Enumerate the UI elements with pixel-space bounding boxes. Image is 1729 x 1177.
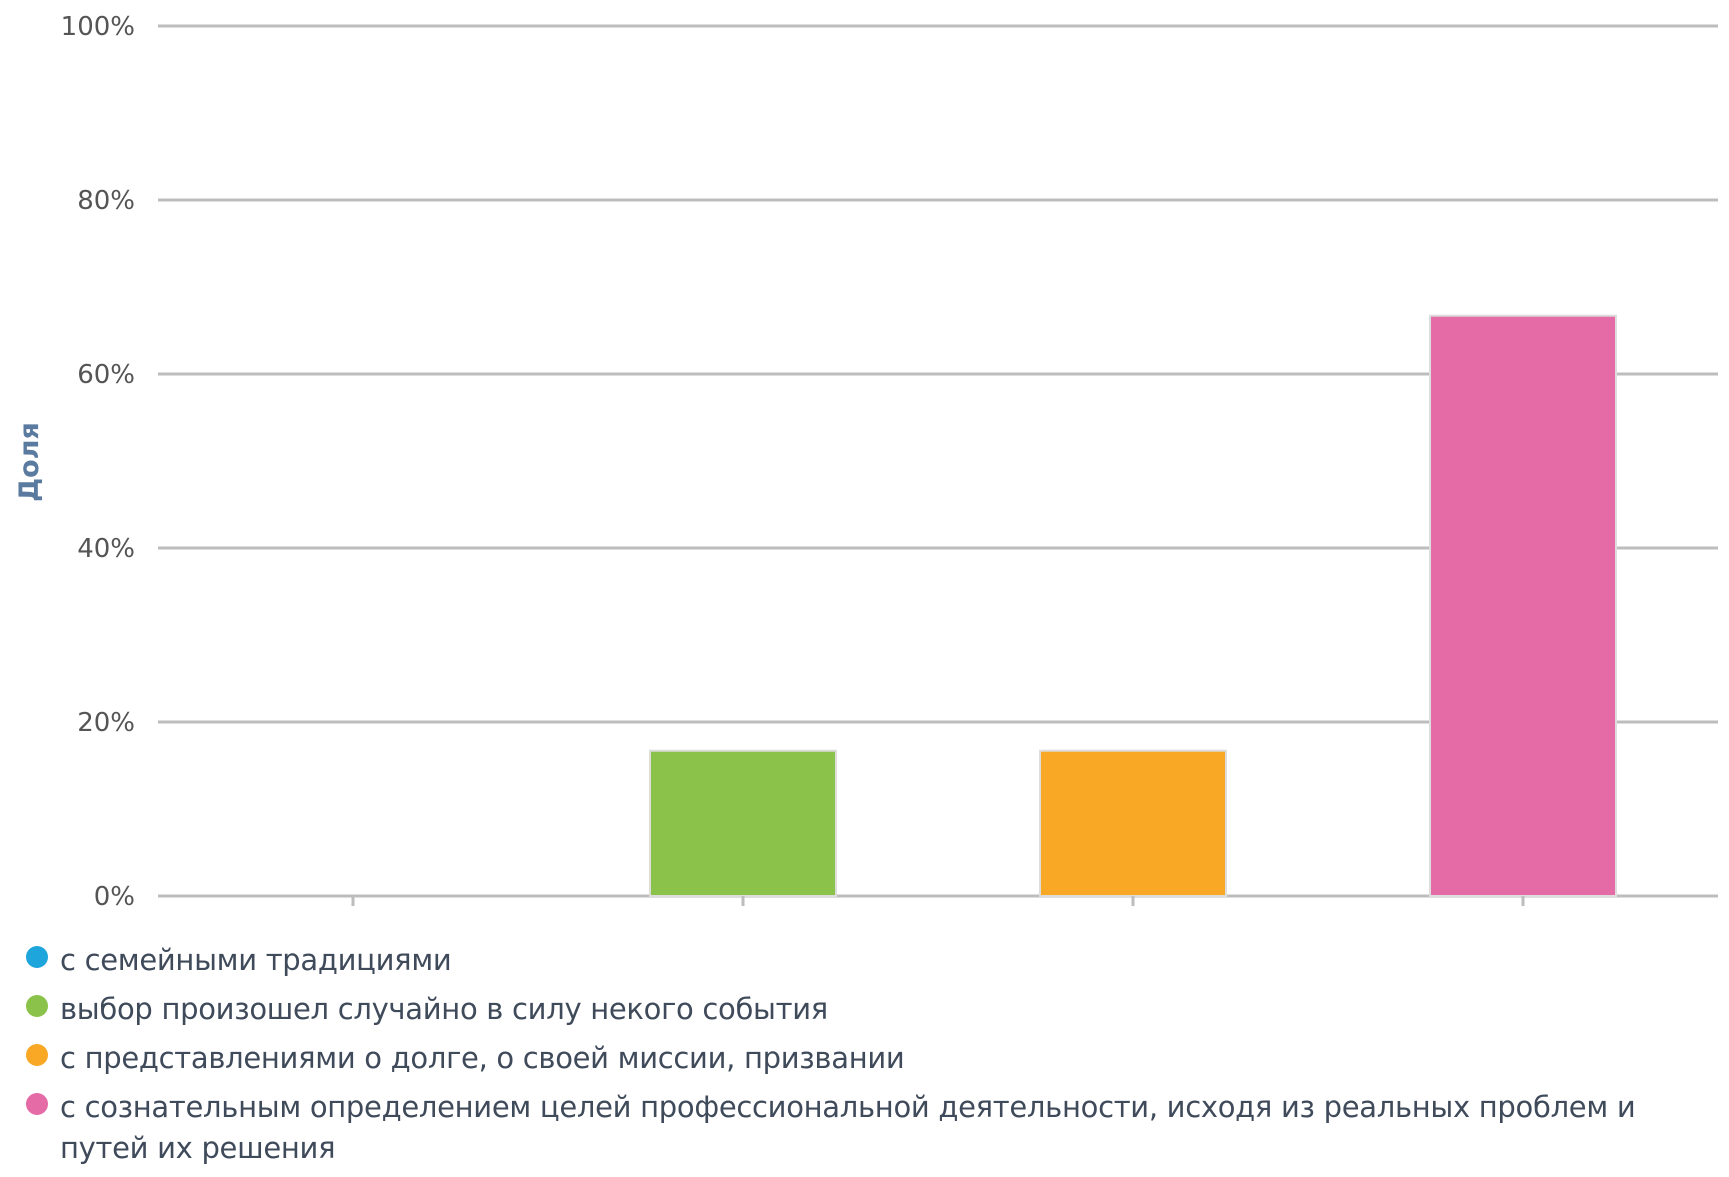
legend-label: выбор произошел случайно в силу некого с… [60, 992, 828, 1026]
bars [649, 314, 1617, 898]
y-tick-labels: 0% 20% 40% 60% 80% 100% [61, 12, 135, 912]
y-tick-label: 40% [77, 534, 135, 564]
bar[interactable] [1039, 749, 1227, 898]
legend-label: с представлениями о долге, о своей мисси… [60, 1041, 905, 1075]
legend: с семейными традициями выбор произошел с… [22, 940, 1712, 1177]
y-tick-label: 80% [77, 186, 135, 216]
y-tick-label: 60% [77, 360, 135, 390]
bar-chart: 0% 20% 40% 60% 80% 100% Доля [14, 12, 1718, 912]
x-tick-marks [351, 896, 1525, 906]
legend-marker-icon [26, 995, 48, 1017]
legend-marker-icon [26, 1093, 48, 1115]
legend-label: с семейными традициями [60, 943, 452, 977]
legend-item[interactable]: с сознательным определением целей профес… [22, 1087, 1712, 1169]
y-tick-label: 100% [61, 12, 135, 42]
legend-item[interactable]: с представлениями о долге, о своей мисси… [22, 1038, 1712, 1079]
y-axis-label: Доля [14, 422, 45, 502]
y-tick-label: 0% [94, 882, 135, 912]
legend-marker-icon [26, 1044, 48, 1066]
legend-label: с сознательным определением целей профес… [60, 1090, 1636, 1165]
legend-item[interactable]: выбор произошел случайно в силу некого с… [22, 989, 1712, 1030]
legend-item[interactable]: с семейными традициями [22, 940, 1712, 981]
bar[interactable] [649, 749, 837, 898]
bar[interactable] [1429, 314, 1617, 897]
legend-marker-icon [26, 946, 48, 968]
y-tick-label: 20% [77, 708, 135, 738]
